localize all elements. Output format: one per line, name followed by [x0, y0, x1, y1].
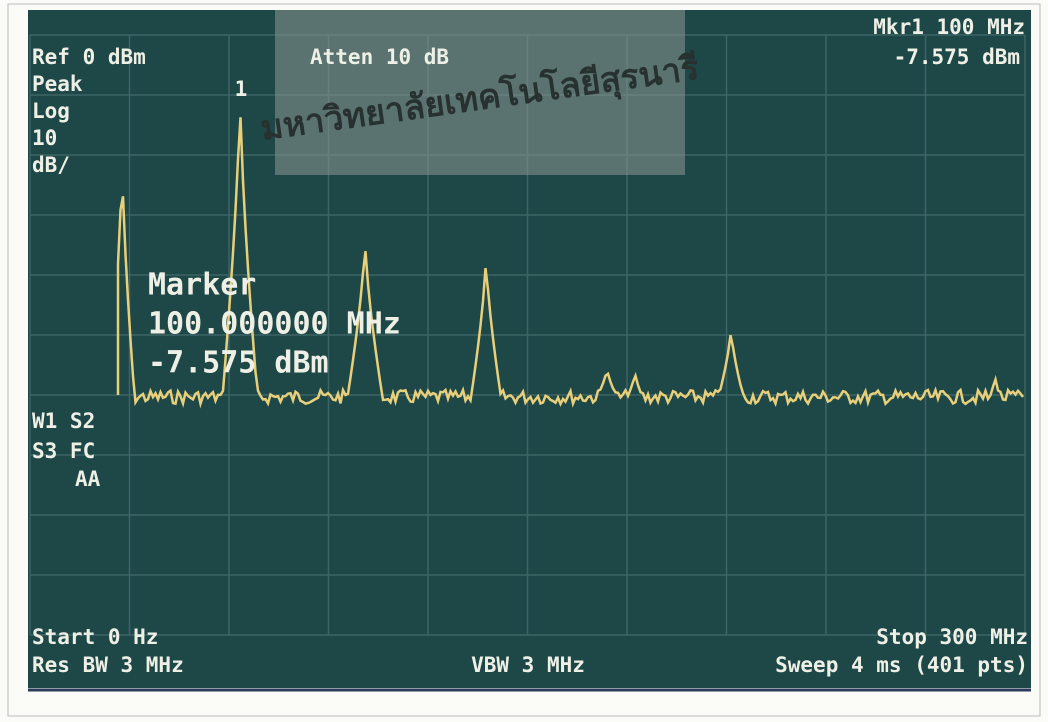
- ref-level: Ref 0 dBm: [32, 45, 146, 69]
- frame: [7, 3, 1041, 717]
- spectrum-trace: [116, 117, 1025, 409]
- start-frequency: Start 0 Hz: [32, 625, 158, 649]
- status-1: W1 S2: [32, 409, 95, 433]
- marker-box-level: -7.575 dBm: [148, 346, 329, 381]
- watermark-box: [275, 10, 685, 175]
- graticule: [29, 34, 1026, 636]
- sweep: Sweep 4 ms (401 pts): [775, 653, 1028, 677]
- video-bandwidth: VBW 3 MHz: [471, 653, 585, 677]
- marker-flag: 1: [235, 77, 248, 101]
- status-3: AA: [75, 467, 101, 491]
- scale-type: Log: [32, 99, 70, 123]
- resolution-bandwidth: Res BW 3 MHz: [32, 653, 184, 677]
- scale-unit: dB/: [32, 153, 70, 177]
- marker-frequency: Mkr1 100 MHz: [873, 15, 1025, 39]
- marker-level: -7.575 dBm: [894, 45, 1020, 69]
- status-2: S3 FC: [32, 439, 95, 463]
- marker-box-frequency: 100.000000 MHz: [148, 307, 401, 342]
- marker-box-title: Marker: [148, 268, 256, 303]
- scale-value: 10: [32, 126, 57, 150]
- attenuation: Atten 10 dB: [310, 45, 449, 69]
- detector: Peak: [32, 72, 83, 96]
- stop-frequency: Stop 300 MHz: [876, 625, 1028, 649]
